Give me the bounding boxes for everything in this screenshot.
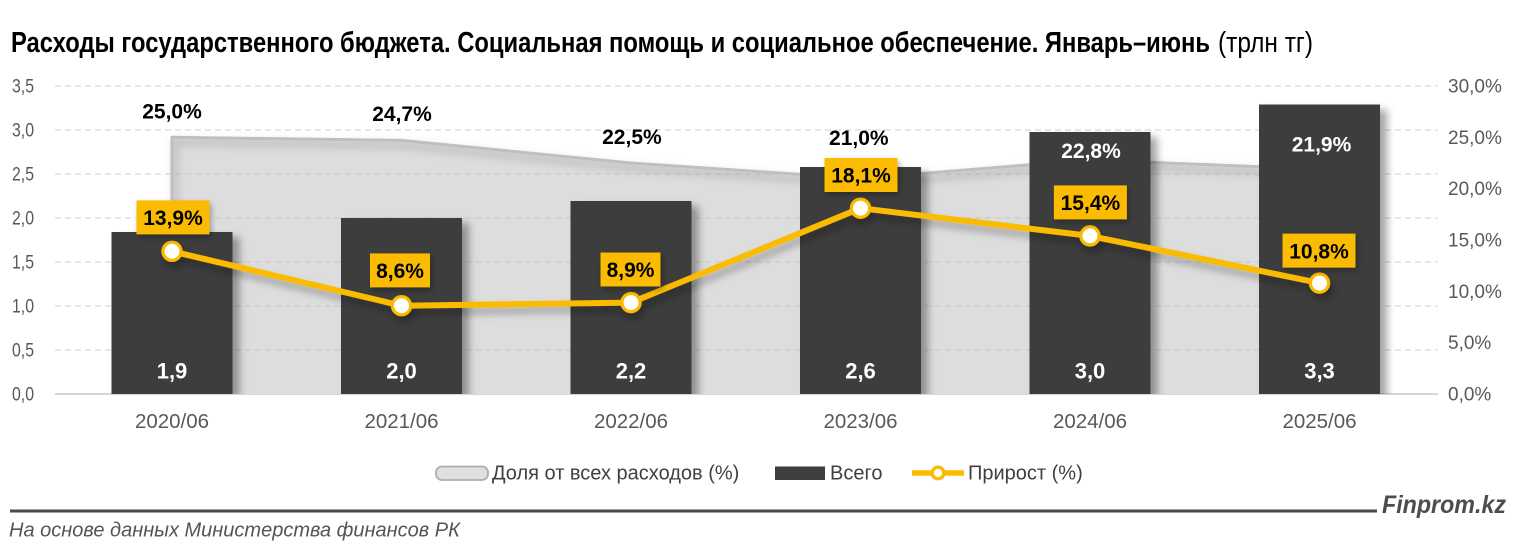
svg-text:13,9%: 13,9% xyxy=(143,207,203,230)
svg-text:2021/06: 2021/06 xyxy=(364,410,438,433)
svg-text:25,0%: 25,0% xyxy=(1448,128,1502,149)
svg-text:2020/06: 2020/06 xyxy=(135,410,209,433)
svg-text:5,0%: 5,0% xyxy=(1448,333,1491,354)
svg-text:2,2: 2,2 xyxy=(616,359,647,384)
svg-text:0,5: 0,5 xyxy=(12,341,34,362)
svg-text:24,7%: 24,7% xyxy=(372,103,432,126)
svg-text:Всего: Всего xyxy=(830,463,882,485)
svg-text:8,6%: 8,6% xyxy=(376,260,424,283)
svg-text:22,5%: 22,5% xyxy=(602,126,662,149)
svg-text:2024/06: 2024/06 xyxy=(1053,410,1127,433)
svg-text:30,0%: 30,0% xyxy=(1448,77,1502,98)
svg-text:Finprom.kz: Finprom.kz xyxy=(1382,491,1506,519)
svg-text:20,0%: 20,0% xyxy=(1448,179,1502,200)
svg-text:2022/06: 2022/06 xyxy=(594,410,668,433)
svg-text:10,0%: 10,0% xyxy=(1448,282,1502,303)
svg-text:1,5: 1,5 xyxy=(12,253,34,274)
svg-text:2,6: 2,6 xyxy=(845,359,876,384)
svg-text:2023/06: 2023/06 xyxy=(823,410,897,433)
svg-text:3,0: 3,0 xyxy=(1075,359,1106,384)
svg-text:2,0: 2,0 xyxy=(386,359,417,384)
svg-text:Доля от всех расходов (%): Доля от всех расходов (%) xyxy=(492,463,739,485)
svg-text:18,1%: 18,1% xyxy=(831,165,891,188)
svg-text:0,0%: 0,0% xyxy=(1448,385,1491,406)
svg-text:8,9%: 8,9% xyxy=(607,259,655,282)
svg-text:(трлн тг): (трлн тг) xyxy=(1218,27,1313,59)
svg-text:21,9%: 21,9% xyxy=(1292,133,1352,156)
svg-text:15,4%: 15,4% xyxy=(1061,192,1121,215)
svg-text:3,5: 3,5 xyxy=(12,77,34,98)
svg-text:2,0: 2,0 xyxy=(12,209,34,230)
svg-text:0,0: 0,0 xyxy=(12,385,34,406)
svg-text:25,0%: 25,0% xyxy=(142,100,202,123)
svg-text:2,5: 2,5 xyxy=(12,165,34,186)
svg-text:1,0: 1,0 xyxy=(12,297,34,318)
svg-text:1,9: 1,9 xyxy=(157,359,188,384)
svg-text:2025/06: 2025/06 xyxy=(1282,410,1356,433)
svg-text:21,0%: 21,0% xyxy=(829,127,889,150)
svg-text:22,8%: 22,8% xyxy=(1061,140,1121,163)
svg-text:На основе данных Министерства: На основе данных Министерства финансов Р… xyxy=(9,520,461,542)
svg-text:Расходы государственного бюдже: Расходы государственного бюджета. Социал… xyxy=(11,27,1210,59)
svg-text:3,3: 3,3 xyxy=(1304,359,1335,384)
svg-text:3,0: 3,0 xyxy=(12,121,34,142)
svg-text:Прирост (%): Прирост (%) xyxy=(968,463,1083,485)
svg-text:15,0%: 15,0% xyxy=(1448,231,1502,252)
svg-text:10,8%: 10,8% xyxy=(1289,240,1349,263)
